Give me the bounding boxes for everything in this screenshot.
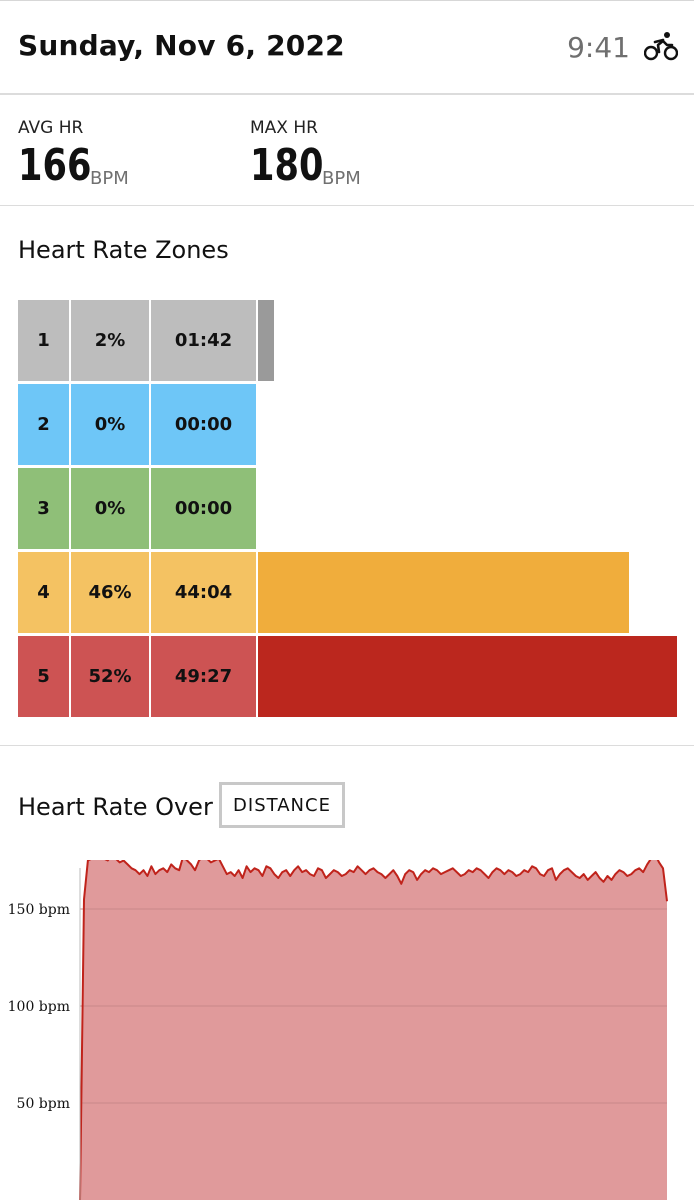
- zone-number: 3: [18, 468, 69, 549]
- zone-time: 00:00: [151, 468, 256, 549]
- header-divider: [0, 93, 694, 95]
- max-hr-value: 180: [250, 140, 324, 191]
- zone-percent: 0%: [71, 468, 149, 549]
- zone-bar-1: [258, 300, 275, 381]
- stats-divider: [0, 205, 694, 206]
- workout-header: Sunday, Nov 6, 2022 9:41: [0, 1, 694, 93]
- avg-hr-value: 166: [18, 140, 92, 191]
- zone-percent: 2%: [71, 300, 149, 381]
- cycling-icon: [644, 32, 678, 61]
- zone-percent: 52%: [71, 636, 149, 717]
- zone-time: 44:04: [151, 552, 256, 633]
- zone-row-3: 3 0% 00:00: [18, 468, 694, 549]
- zones-divider: [0, 745, 694, 746]
- zone-number: 4: [18, 552, 69, 633]
- workout-date: Sunday, Nov 6, 2022: [18, 29, 345, 62]
- zone-bar-5: [258, 636, 677, 717]
- zone-row-4: 4 46% 44:04: [18, 552, 694, 633]
- zone-percent: 0%: [71, 384, 149, 465]
- zone-number: 2: [18, 384, 69, 465]
- zone-bar-4: [258, 552, 629, 633]
- y-tick-label: 50 bpm: [17, 1096, 70, 1112]
- zone-time: 01:42: [151, 300, 256, 381]
- hr-line: [79, 860, 668, 1200]
- zone-number: 5: [18, 636, 69, 717]
- top-divider: [0, 0, 694, 1]
- max-hr-label: MAX HR: [250, 118, 318, 138]
- avg-hr-unit: BPM: [90, 168, 129, 189]
- max-hr-unit: BPM: [322, 168, 361, 189]
- zone-row-1: 1 2% 01:42: [18, 300, 694, 381]
- workout-duration: 9:41: [567, 31, 630, 64]
- hr-chart-title: Heart Rate Over: [18, 793, 213, 821]
- zone-time: 00:00: [151, 384, 256, 465]
- zone-row-2: 2 0% 00:00: [18, 384, 694, 465]
- zone-percent: 46%: [71, 552, 149, 633]
- zone-number: 1: [18, 300, 69, 381]
- avg-hr-label: AVG HR: [18, 118, 84, 138]
- zones-title: Heart Rate Zones: [18, 236, 229, 264]
- zone-row-5: 5 52% 49:27: [18, 636, 694, 717]
- avg-hr-stat: AVG HR 166 BPM: [18, 118, 129, 191]
- y-tick-label: 100 bpm: [8, 999, 70, 1015]
- heart-rate-chart: 150 bpm 100 bpm 50 bpm: [8, 860, 668, 1200]
- distance-toggle-button[interactable]: DISTANCE: [219, 782, 345, 828]
- y-tick-label: 150 bpm: [8, 902, 70, 918]
- zone-time: 49:27: [151, 636, 256, 717]
- hr-area-fill: [80, 860, 667, 1200]
- max-hr-stat: MAX HR 180 BPM: [250, 118, 361, 191]
